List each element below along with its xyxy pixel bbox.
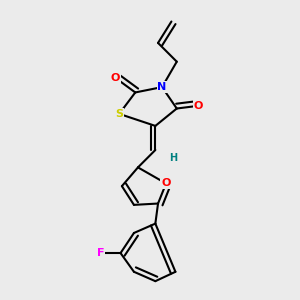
Text: O: O [110, 73, 120, 83]
Text: N: N [158, 82, 167, 92]
Text: O: O [194, 101, 203, 111]
Text: F: F [97, 248, 104, 258]
Text: H: H [169, 153, 177, 163]
Text: S: S [115, 109, 123, 119]
Text: O: O [161, 178, 171, 188]
